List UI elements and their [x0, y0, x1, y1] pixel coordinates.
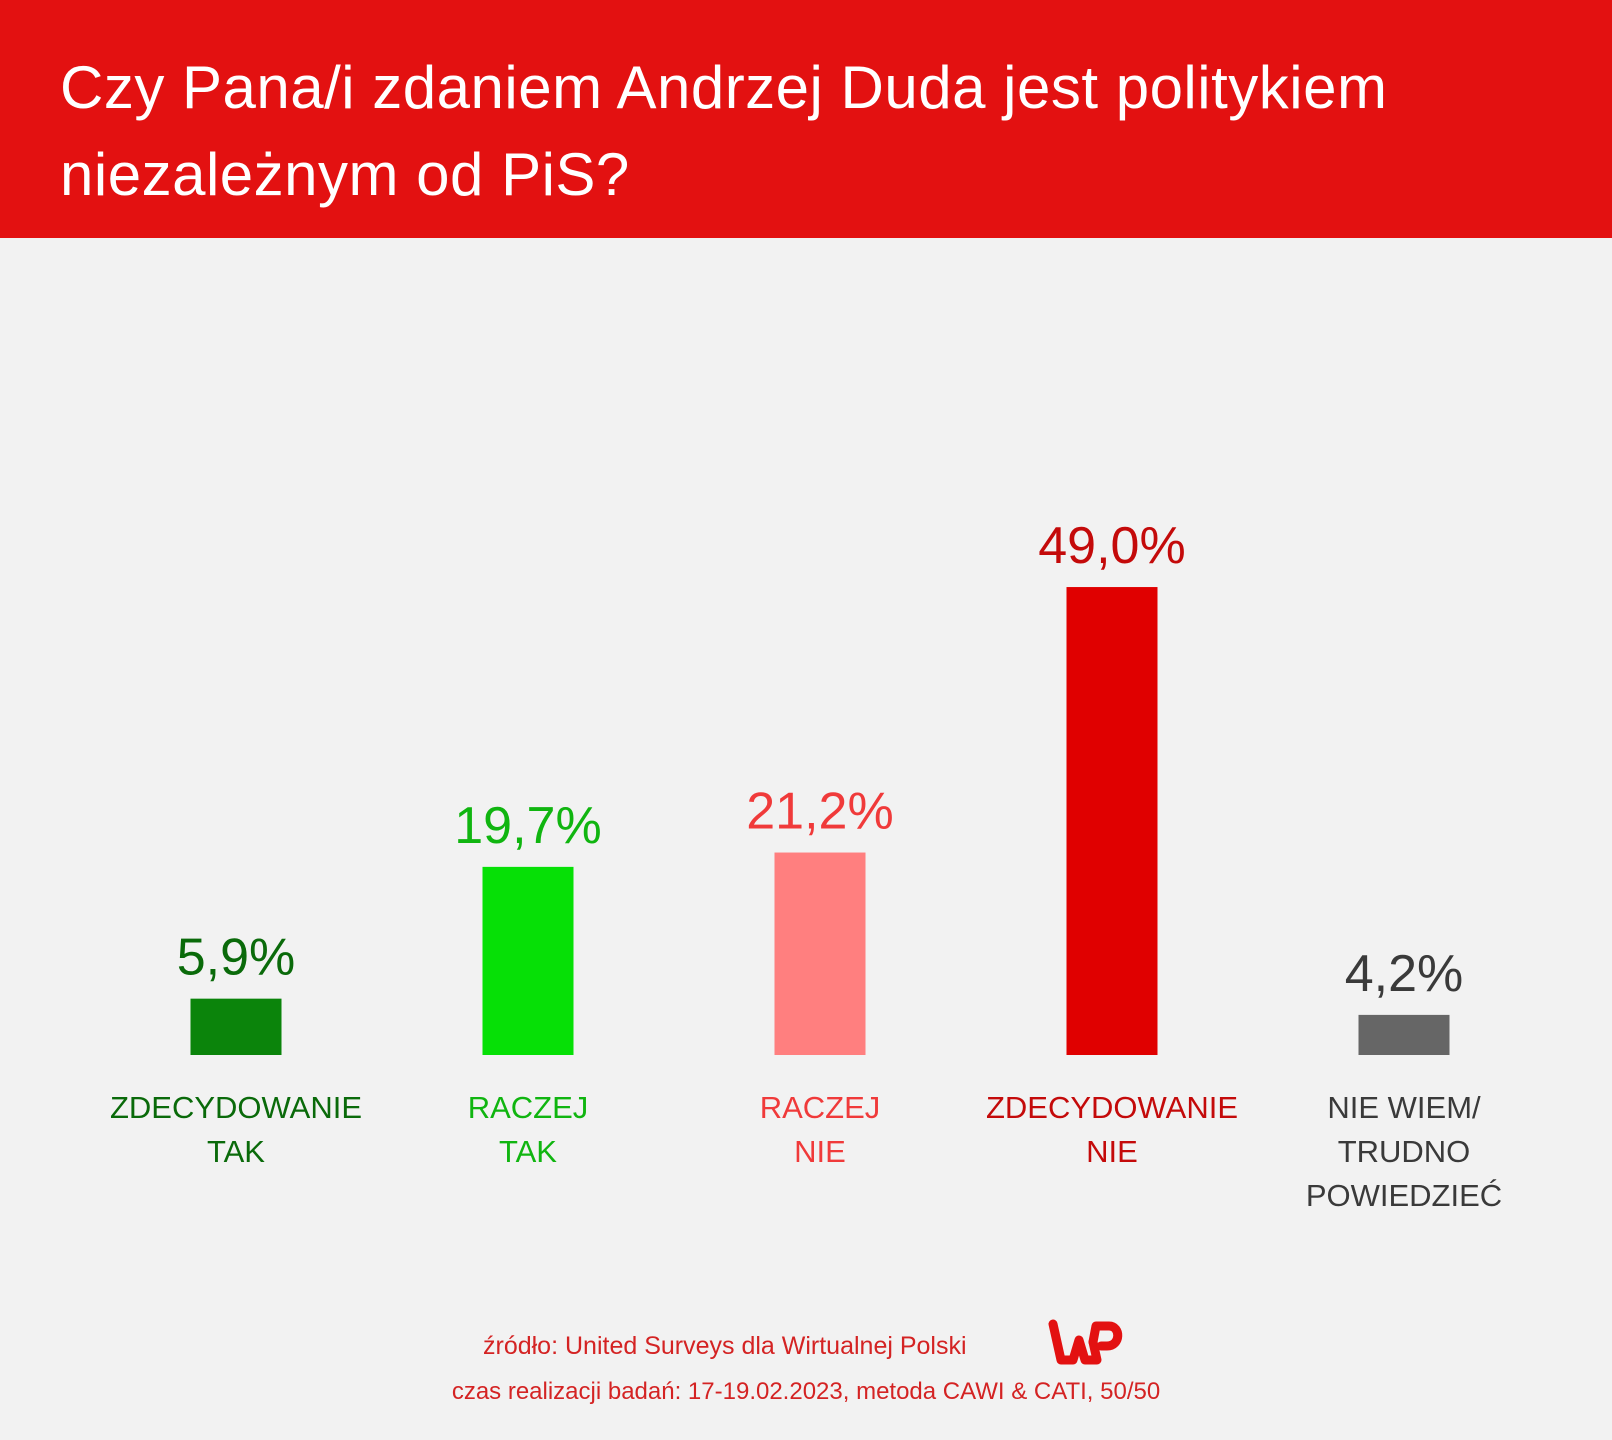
wp-logo [1048, 1319, 1123, 1365]
bar [190, 998, 282, 1055]
category-label: RACZEJ TAK [468, 1090, 589, 1169]
bar-chart: 5,9% ZDECYDOWANIE TAK 19,7% RACZEJ TAK 21,2% RA… [110, 517, 1502, 1213]
source-row: źródło: United Surveys dla Wirtualnej Po… [0, 1312, 1612, 1372]
category-label: ZDECYDOWANIE NIE [986, 1090, 1238, 1169]
page-title: Czy Pana/i zdaniem Andrzej Duda jest pol… [60, 54, 1388, 208]
category-label: ZDECYDOWANIE TAK [110, 1090, 362, 1169]
category-label-line: TAK [499, 1134, 557, 1169]
category-label-line: ZDECYDOWANIE [110, 1090, 362, 1125]
category-label-line: TAK [207, 1134, 265, 1169]
category-label-line: POWIEDZIEĆ [1306, 1178, 1502, 1213]
source-note: źródło: United Surveys dla Wirtualnej Po… [483, 1332, 967, 1360]
methodology-note: czas realizacji badań: 17-19.02.2023, me… [451, 1378, 1161, 1405]
value-label: 19,7% [454, 797, 601, 855]
header-banner: Czy Pana/i zdaniem Andrzej Duda jest pol… [0, 0, 1612, 238]
wp-logo-w [1048, 1319, 1102, 1365]
category-label-line: NIE [1086, 1134, 1138, 1169]
category-label-line: RACZEJ [468, 1090, 589, 1125]
value-label: 49,0% [1038, 517, 1185, 575]
category-label-line: NIE [794, 1134, 846, 1169]
category-label-line: RACZEJ [760, 1090, 881, 1125]
wp-logo-p [1088, 1321, 1123, 1351]
bar [774, 852, 866, 1055]
category-label: RACZEJ NIE [760, 1090, 881, 1169]
value-label: 5,9% [177, 929, 296, 987]
category-label: NIE WIEM/TRUDNO POWIEDZIEĆ [1306, 1090, 1502, 1213]
value-label: 21,2% [746, 783, 893, 841]
bar [1358, 1014, 1450, 1055]
category-label-line: NIE WIEM/ [1327, 1090, 1481, 1125]
value-label: 4,2% [1345, 945, 1464, 1003]
category-label-line: ZDECYDOWANIE [986, 1090, 1238, 1125]
bar [1066, 587, 1158, 1055]
bar [482, 866, 574, 1055]
category-label-line: TRUDNO [1338, 1134, 1471, 1169]
